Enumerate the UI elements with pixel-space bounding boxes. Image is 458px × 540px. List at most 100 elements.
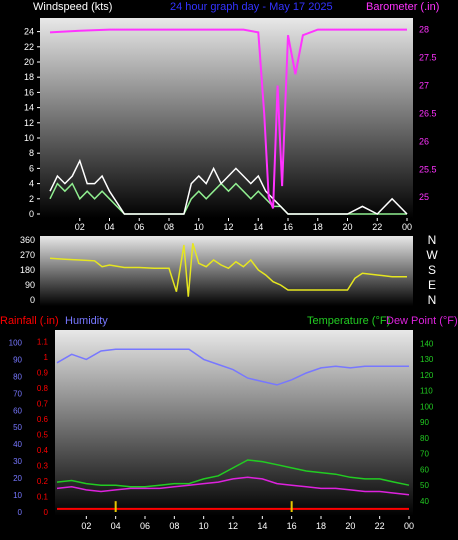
series-barometer [49, 28, 407, 209]
x-tick-rain: 20 [345, 521, 355, 531]
x-tick-wind: 00 [402, 222, 412, 232]
y-tick-baro: 27 [419, 80, 429, 90]
chart-title: 24 hour graph day - May 17 2025 [170, 1, 333, 13]
y-tick-humidity: 0 [18, 508, 23, 517]
y-tick-humidity: 80 [13, 372, 22, 381]
compass-label: N [428, 293, 437, 307]
y-tick-temp: 100 [420, 402, 434, 411]
series-direction [49, 243, 407, 297]
series-temperature [56, 459, 410, 488]
y-tick-baro: 28 [419, 25, 429, 35]
y-tick-direction: 360 [20, 235, 35, 245]
y-tick-humidity: 50 [13, 423, 22, 432]
y-tick-baro: 27.5 [419, 53, 437, 63]
y-tick-wind: 12 [24, 118, 34, 128]
x-tick-wind: 10 [194, 222, 204, 232]
y-tick-humidity: 90 [13, 355, 22, 364]
y-tick-wind: 0 [29, 209, 34, 219]
x-tick-rain: 18 [316, 521, 326, 531]
y-tick-direction: 90 [25, 280, 35, 290]
y-tick-rain: 0.2 [37, 477, 49, 486]
x-tick-rain: 16 [287, 521, 297, 531]
y-tick-wind: 18 [24, 72, 34, 82]
compass-label: W [426, 248, 438, 262]
x-tick-wind: 20 [342, 222, 352, 232]
y-tick-wind: 8 [29, 148, 34, 158]
x-tick-wind: 12 [223, 222, 233, 232]
y-tick-wind: 22 [24, 42, 34, 52]
y-tick-humidity: 30 [13, 457, 22, 466]
y-tick-rain: 0.4 [37, 446, 49, 455]
humidity-label: Humidity [65, 315, 108, 327]
x-tick-rain: 12 [228, 521, 238, 531]
y-tick-wind: 10 [24, 133, 34, 143]
x-tick-wind: 04 [104, 222, 114, 232]
y-tick-wind: 4 [29, 179, 34, 189]
y-tick-temp: 120 [420, 371, 434, 380]
y-tick-baro: 26 [419, 136, 429, 146]
x-tick-wind: 02 [75, 222, 85, 232]
x-tick-rain: 06 [140, 521, 150, 531]
y-tick-rain: 0.5 [37, 431, 49, 440]
x-tick-wind: 08 [164, 222, 174, 232]
y-tick-temp: 140 [420, 339, 434, 348]
compass-label: E [428, 278, 436, 292]
y-tick-temp: 110 [420, 387, 433, 396]
series-humidity [56, 348, 409, 386]
x-tick-rain: 10 [199, 521, 209, 531]
x-tick-wind: 16 [283, 222, 293, 232]
compass-label: N [428, 233, 437, 247]
x-tick-wind: 18 [313, 222, 323, 232]
y-tick-rain: 0.1 [37, 493, 49, 502]
y-tick-direction: 270 [20, 250, 35, 260]
y-tick-rain: 0.9 [37, 369, 49, 378]
y-tick-baro: 26.5 [419, 108, 437, 118]
y-tick-baro: 25.5 [419, 164, 437, 174]
rainfall-label: Rainfall (.in) [0, 315, 59, 327]
y-tick-wind: 6 [29, 163, 34, 173]
dewpoint-label: Dew Point (°F) [386, 315, 458, 327]
x-tick-wind: 06 [134, 222, 144, 232]
temperature-label: Temperature (°F) [307, 315, 390, 327]
x-tick-rain: 04 [111, 521, 121, 531]
y-tick-humidity: 40 [13, 440, 22, 449]
windspeed-label: Windspeed (kts) [33, 1, 112, 13]
y-tick-temp: 70 [420, 450, 429, 459]
y-tick-direction: 180 [20, 265, 35, 275]
rain-bar [114, 501, 117, 512]
x-tick-wind: 22 [372, 222, 382, 232]
y-tick-temp: 90 [420, 418, 429, 427]
y-tick-humidity: 10 [13, 491, 22, 500]
y-tick-rain: 1.1 [37, 338, 49, 347]
y-tick-direction: 0 [30, 295, 35, 305]
y-tick-temp: 50 [420, 481, 429, 490]
y-tick-humidity: 60 [13, 406, 22, 415]
y-tick-temp: 40 [420, 497, 429, 506]
y-tick-wind: 20 [24, 57, 34, 67]
series-dewpoint [56, 476, 410, 496]
x-tick-rain: 14 [257, 521, 267, 531]
y-tick-temp: 60 [420, 465, 429, 474]
y-tick-humidity: 20 [13, 474, 22, 483]
y-tick-humidity: 70 [13, 389, 22, 398]
y-tick-wind: 14 [24, 103, 34, 113]
series-wind [49, 158, 408, 215]
x-tick-rain: 22 [375, 521, 385, 531]
rain-bar [290, 501, 293, 512]
x-tick-rain: 00 [404, 521, 414, 531]
y-tick-humidity: 100 [9, 338, 23, 347]
x-tick-wind: 14 [253, 222, 263, 232]
x-tick-rain: 08 [169, 521, 179, 531]
y-tick-baro: 25 [419, 192, 429, 202]
direction-plot-area [40, 236, 413, 306]
y-tick-rain: 0 [44, 508, 49, 517]
y-tick-rain: 1 [44, 353, 49, 362]
x-tick-rain: 02 [81, 521, 91, 531]
wind-plot-area [40, 18, 413, 218]
y-tick-rain: 0.8 [37, 384, 49, 393]
y-tick-temp: 130 [420, 355, 434, 364]
y-tick-rain: 0.7 [37, 400, 49, 409]
barometer-label: Barometer (.in) [366, 1, 439, 13]
y-tick-wind: 2 [29, 194, 34, 204]
